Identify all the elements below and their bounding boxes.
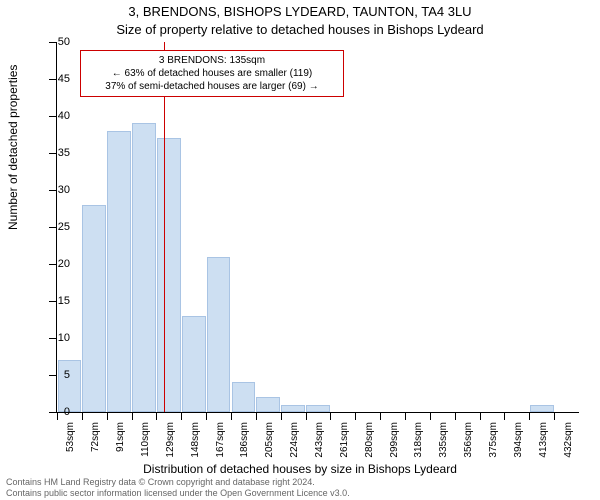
x-tick — [156, 412, 157, 420]
y-tick-label: 40 — [46, 110, 70, 122]
x-tick-label: 167sqm — [215, 422, 226, 462]
histogram-bar — [530, 405, 554, 412]
x-tick-label: 318sqm — [413, 422, 424, 462]
marker-line — [164, 42, 165, 412]
histogram-bar — [157, 138, 181, 412]
x-tick — [306, 412, 307, 420]
x-tick — [355, 412, 356, 420]
annotation-line2: ← 63% of detached houses are smaller (11… — [87, 67, 337, 80]
histogram-bar — [306, 405, 330, 412]
y-tick-label: 0 — [46, 406, 70, 418]
y-tick-label: 20 — [46, 258, 70, 270]
x-tick-label: 356sqm — [463, 422, 474, 462]
x-tick — [504, 412, 505, 420]
x-tick — [380, 412, 381, 420]
histogram-bar — [207, 257, 231, 412]
y-tick-label: 50 — [46, 36, 70, 48]
chart-title-line1: 3, BRENDONS, BISHOPS LYDEARD, TAUNTON, T… — [0, 4, 600, 19]
histogram-bar — [82, 205, 106, 412]
histogram-bar — [281, 405, 305, 412]
x-axis-label: Distribution of detached houses by size … — [0, 462, 600, 476]
footnote-line1: Contains HM Land Registry data © Crown c… — [6, 477, 350, 487]
y-axis-label: Number of detached properties — [6, 65, 20, 230]
x-tick-label: 53sqm — [65, 422, 76, 462]
histogram-bar — [107, 131, 131, 412]
x-tick — [430, 412, 431, 420]
x-tick-label: 224sqm — [289, 422, 300, 462]
x-tick-label: 243sqm — [314, 422, 325, 462]
y-tick-label: 10 — [46, 332, 70, 344]
x-tick-label: 186sqm — [239, 422, 250, 462]
histogram-bar — [256, 397, 280, 412]
x-tick — [181, 412, 182, 420]
x-tick-label: 148sqm — [190, 422, 201, 462]
x-tick-label: 129sqm — [165, 422, 176, 462]
chart-title-line2: Size of property relative to detached ho… — [0, 22, 600, 37]
footnote-line2: Contains public sector information licen… — [6, 488, 350, 498]
annotation-box: 3 BRENDONS: 135sqm ← 63% of detached hou… — [80, 50, 344, 97]
x-tick — [405, 412, 406, 420]
annotation-line1: 3 BRENDONS: 135sqm — [87, 54, 337, 67]
x-tick — [554, 412, 555, 420]
y-tick-label: 35 — [46, 147, 70, 159]
y-tick-label: 25 — [46, 221, 70, 233]
y-tick-label: 45 — [46, 73, 70, 85]
footnote: Contains HM Land Registry data © Crown c… — [6, 477, 350, 498]
histogram-bar — [232, 382, 256, 412]
x-tick-label: 375sqm — [488, 422, 499, 462]
histogram-bar — [182, 316, 206, 412]
x-tick — [107, 412, 108, 420]
x-tick — [455, 412, 456, 420]
plot-area — [56, 42, 579, 413]
histogram-bar — [58, 360, 82, 412]
histogram-bar — [132, 123, 156, 412]
x-tick-label: 72sqm — [90, 422, 101, 462]
x-tick-label: 413sqm — [538, 422, 549, 462]
x-tick-label: 205sqm — [264, 422, 275, 462]
x-tick — [231, 412, 232, 420]
x-tick — [256, 412, 257, 420]
y-tick-label: 15 — [46, 295, 70, 307]
x-tick — [82, 412, 83, 420]
x-tick-label: 299sqm — [389, 422, 400, 462]
x-tick-label: 110sqm — [140, 422, 151, 462]
x-tick — [132, 412, 133, 420]
x-tick-label: 261sqm — [339, 422, 350, 462]
x-tick-label: 280sqm — [364, 422, 375, 462]
annotation-line3: 37% of semi-detached houses are larger (… — [87, 80, 337, 93]
y-tick-label: 30 — [46, 184, 70, 196]
x-tick-label: 432sqm — [563, 422, 574, 462]
x-tick — [330, 412, 331, 420]
x-tick — [529, 412, 530, 420]
x-tick-label: 335sqm — [438, 422, 449, 462]
x-tick — [480, 412, 481, 420]
x-tick — [281, 412, 282, 420]
x-tick-label: 91sqm — [115, 422, 126, 462]
x-tick — [206, 412, 207, 420]
x-tick-label: 394sqm — [513, 422, 524, 462]
y-tick-label: 5 — [46, 369, 70, 381]
